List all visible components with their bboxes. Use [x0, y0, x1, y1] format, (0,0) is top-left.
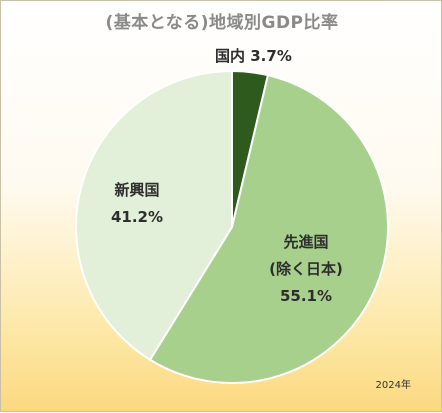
slice-label-emerging-value: 41.2%	[110, 208, 164, 226]
slice-label-developed: 先進国 (除く日本) 55.1%	[251, 229, 361, 310]
pie-slice-emerging	[75, 69, 233, 362]
chart-title: (基本となる)地域別GDP比率	[105, 13, 339, 33]
pie-slice-developed	[148, 73, 389, 384]
slice-label-domestic: 国内 3.7%	[215, 45, 292, 67]
year-note: 2024年	[375, 380, 411, 391]
slice-label-domestic-value: 3.7%	[250, 47, 292, 65]
slice-label-developed-name: 先進国 (除く日本)	[269, 233, 343, 278]
slice-label-domestic-name: 国内	[215, 47, 246, 65]
slice-label-emerging-name: 新興国	[114, 181, 160, 199]
slice-label-emerging: 新興国 41.2%	[97, 177, 177, 231]
slice-label-developed-value: 55.1%	[279, 287, 333, 305]
